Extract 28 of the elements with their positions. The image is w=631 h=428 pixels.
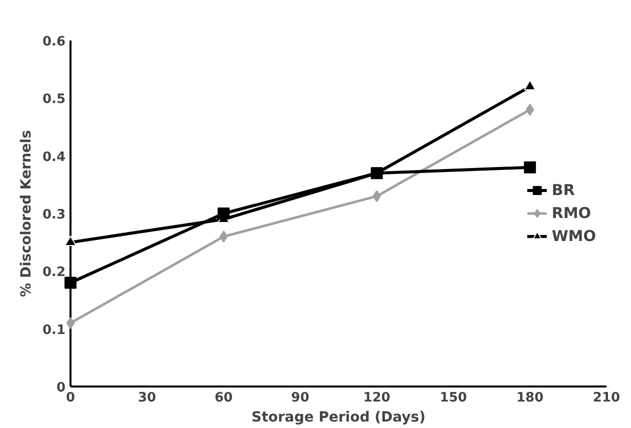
- point: [219, 230, 228, 243]
- x-tick-label: 0: [66, 390, 76, 406]
- x-tick-label: 150: [440, 390, 467, 406]
- y-tick-label: 0.4: [42, 150, 66, 165]
- x-tick-label: 120: [363, 390, 390, 406]
- point: [66, 317, 75, 330]
- x-tick-label: 210: [592, 390, 620, 406]
- x-tick-label: 60: [214, 390, 233, 406]
- y-tick-label: 0.3: [42, 208, 66, 222]
- point: [524, 161, 536, 174]
- y-tick-label: 0.5: [42, 92, 66, 108]
- point: [524, 80, 536, 90]
- point: [526, 104, 534, 116]
- y-axis-title: % Discolored Kernels: [18, 130, 34, 297]
- legend-label: RMO: [552, 204, 591, 222]
- y-tick-label: 0.6: [42, 34, 66, 50]
- x-axis-title: Storage Period (Days): [252, 410, 426, 426]
- x-tick-label: 180: [516, 390, 544, 406]
- legend-label: WMO: [552, 227, 596, 245]
- x-tick-label: 30: [138, 390, 156, 406]
- legend-label: BR: [552, 181, 575, 199]
- point: [218, 208, 230, 220]
- x-tick-label: 90: [291, 390, 310, 406]
- y-tick-label: 0.2: [42, 265, 66, 280]
- y-tick-label: 0.1: [42, 322, 66, 338]
- point: [64, 276, 76, 289]
- y-tick-label: 0: [56, 380, 66, 396]
- point: [370, 167, 383, 180]
